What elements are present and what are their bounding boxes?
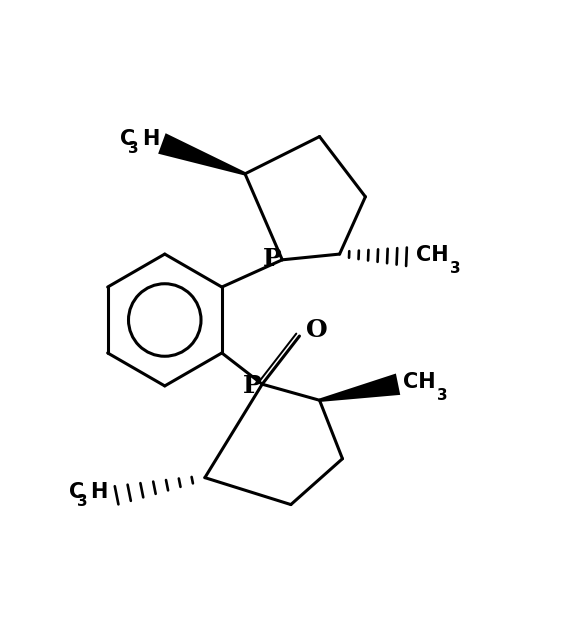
Text: P: P	[242, 374, 262, 398]
Text: 3: 3	[437, 388, 448, 403]
Text: 3: 3	[128, 141, 139, 156]
Text: H: H	[142, 129, 159, 149]
Text: 3: 3	[450, 261, 461, 276]
Polygon shape	[158, 133, 245, 175]
Text: P: P	[263, 246, 281, 271]
Text: 3: 3	[77, 493, 88, 509]
Text: CH: CH	[416, 245, 449, 265]
Text: H: H	[90, 482, 108, 502]
Text: C: C	[69, 482, 84, 502]
Text: CH: CH	[403, 372, 435, 392]
Text: O: O	[306, 318, 328, 342]
Polygon shape	[319, 374, 400, 402]
Text: C: C	[120, 129, 135, 149]
